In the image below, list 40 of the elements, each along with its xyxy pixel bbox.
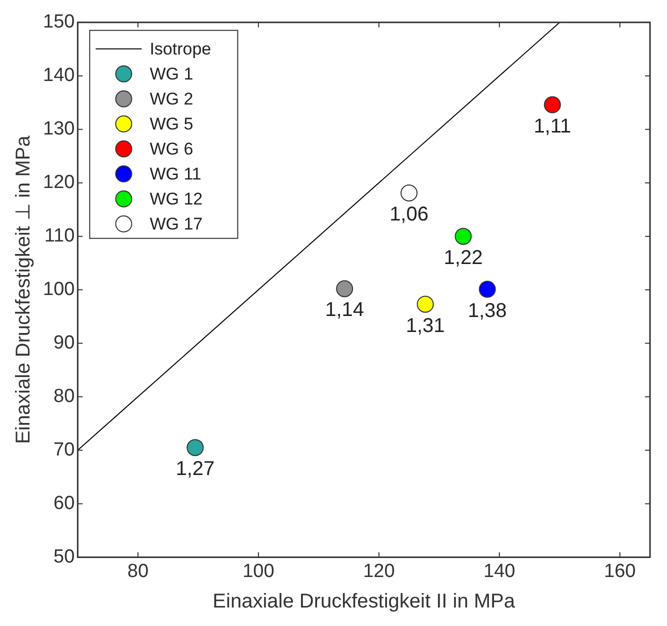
legend-label: WG 6 xyxy=(150,140,194,159)
point xyxy=(400,184,418,202)
annotation: 1,27 xyxy=(176,458,215,480)
y-tick-label: 60 xyxy=(54,492,75,514)
y-tick-label: 80 xyxy=(54,386,75,407)
annotation: 1,22 xyxy=(444,246,483,269)
y-tick-label: 70 xyxy=(54,439,75,460)
point xyxy=(544,96,561,114)
annotation: 1,38 xyxy=(468,300,507,322)
x-tick-label: 80 xyxy=(127,560,149,582)
x-tick-label: 160 xyxy=(604,560,636,582)
y-tick-label: 100 xyxy=(43,279,75,300)
annotation: 1,31 xyxy=(406,314,445,337)
point xyxy=(416,296,434,313)
point xyxy=(478,280,496,298)
legend-label: WG 2 xyxy=(150,90,194,109)
x-tick-label: 140 xyxy=(484,560,516,582)
legend-label: WG 17 xyxy=(150,214,203,234)
annotation: 1,14 xyxy=(325,299,364,322)
legend-label: Isotrope xyxy=(150,40,212,59)
annotation: 1,06 xyxy=(390,204,428,226)
point xyxy=(336,280,354,298)
point xyxy=(454,228,472,245)
y-tick-label: 90 xyxy=(54,332,75,354)
legend-label: WG 5 xyxy=(150,114,194,134)
legend-label: WG 11 xyxy=(150,164,202,184)
annotation: 1,11 xyxy=(534,115,572,138)
y-tick-label: 120 xyxy=(43,172,75,194)
y-tick-label: 50 xyxy=(54,546,75,568)
y-tick-label: 140 xyxy=(43,65,75,86)
y-tick-label: 150 xyxy=(43,12,75,33)
y-axis-title: Einaxiale Druckfestigkeit ⊥ in MPa xyxy=(12,134,35,444)
x-axis-title: Einaxiale Druckfestigkeit II in MPa xyxy=(212,590,516,613)
y-tick-label: 110 xyxy=(44,226,75,247)
x-tick-label: 120 xyxy=(363,560,395,582)
legend-label: WG 12 xyxy=(150,190,203,209)
point xyxy=(186,439,204,456)
y-tick-label: 130 xyxy=(43,118,75,140)
x-tick-label: 100 xyxy=(242,560,274,582)
legend-label: WG 1 xyxy=(150,64,194,84)
